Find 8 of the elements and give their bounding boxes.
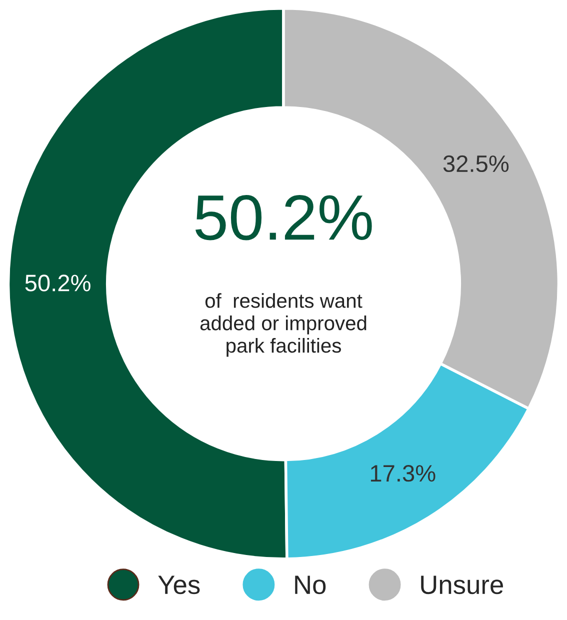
legend-label: Yes (158, 576, 200, 594)
text: 50.2% (195, 195, 372, 240)
legend-label: No (295, 576, 326, 594)
data-label: 32.5% (443, 155, 509, 172)
data-label: 17.3% (370, 464, 436, 482)
data-label: 50.2% (25, 274, 90, 292)
legend-label: Unsure (421, 576, 503, 594)
text: of residents want added or improved park facilities (200, 293, 366, 357)
